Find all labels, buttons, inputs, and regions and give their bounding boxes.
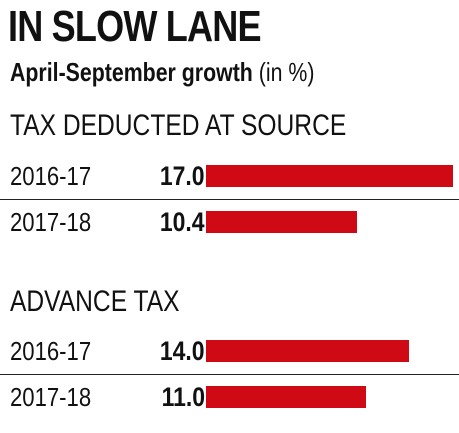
- chart-title: IN SLOW LANE: [8, 2, 262, 51]
- section-title-advance-tax: ADVANCE TAX: [10, 285, 180, 318]
- category-label: 2016-17: [10, 336, 92, 366]
- bar: [206, 340, 410, 362]
- bar-row: 2016-17 14.0: [0, 331, 459, 371]
- bar-row: 2017-18 10.4: [0, 202, 459, 242]
- category-label: 2017-18: [10, 207, 92, 237]
- bar-row: 2016-17 17.0: [0, 156, 459, 196]
- subtitle-text: April-September growth: [10, 57, 253, 87]
- value-label: 17.0: [160, 161, 205, 191]
- bar: [206, 211, 358, 233]
- bar: [206, 386, 366, 408]
- category-label: 2017-18: [10, 382, 92, 412]
- row-divider: [0, 199, 459, 200]
- value-label: 10.4: [160, 207, 205, 237]
- category-label: 2016-17: [10, 161, 92, 191]
- bar: [206, 165, 453, 187]
- subtitle-unit: (in %): [258, 57, 315, 87]
- section-title-tds: TAX DEDUCTED AT SOURCE: [10, 109, 347, 142]
- row-divider: [0, 374, 459, 375]
- value-label: 14.0: [160, 336, 205, 366]
- chart-subtitle: April-September growth (in %): [10, 56, 314, 88]
- bar-row: 2017-18 11.0: [0, 377, 459, 417]
- value-label: 11.0: [161, 382, 205, 412]
